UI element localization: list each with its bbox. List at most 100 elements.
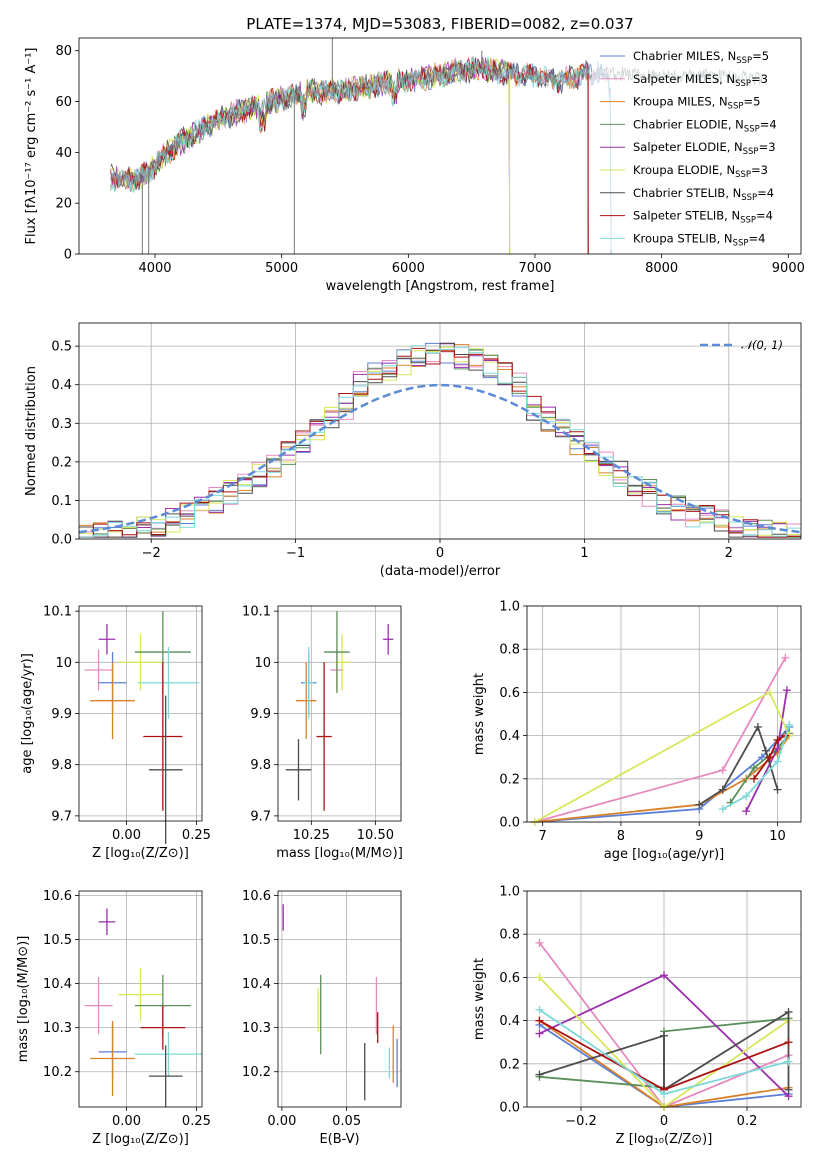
y-tick-label: 10.2 (43, 1065, 72, 1080)
y-tick-label: 0.5 (51, 340, 72, 355)
spectrum-legend: Chabrier MILES, NSSP=5 Salpeter MILES, NS… (592, 44, 797, 250)
weight-vs-age-series (530, 653, 794, 826)
x-axis-label: mass [log₁₀(M/M⊙)] (276, 846, 403, 861)
legend-label: 𝒩(0, 1) (741, 338, 783, 352)
y-tick-label: 9.8 (51, 758, 72, 773)
x-tick-label: 5000 (265, 261, 298, 276)
legend-label: Salpeter MILES, NSSP=3 (633, 72, 768, 89)
y-tick-label: 10.4 (242, 977, 271, 992)
legend-label: Kroupa MILES, NSSP=5 (633, 95, 760, 112)
y-tick-label: 10.5 (43, 933, 72, 948)
mass-vs-Z-points (84, 908, 202, 1107)
spectrum-line (110, 56, 612, 254)
y-axis-label: age [log₁₀(age/yr)] (20, 653, 35, 774)
axes-frame-mass-vs-EBV (277, 890, 402, 1108)
x-axis-label: Z [log₁₀(Z/Z⊙)] (92, 1132, 189, 1147)
y-tick-label: 1.0 (499, 885, 520, 900)
axes-frame-weight-vs-Z (526, 890, 802, 1108)
legend-label: Chabrier MILES, NSSP=5 (633, 49, 769, 66)
mass-vs-EBV-points (282, 904, 398, 1101)
x-tick-label: 4000 (138, 261, 171, 276)
legend-label: Salpeter STELIB, NSSP=4 (633, 209, 773, 226)
x-axis-label: age [log₁₀(age/yr)] (604, 847, 725, 862)
x-axis-label: wavelength [Angstrom, rest frame] (326, 279, 555, 294)
y-tick-label: 0.6 (499, 686, 520, 701)
axes-frame-age-vs-Z (78, 605, 203, 822)
weight-series-line (722, 724, 791, 810)
axes-frame-residual-hist (78, 322, 802, 540)
legend-label: Chabrier STELIB, NSSP=4 (633, 186, 774, 203)
axes-residual-hist: −2 −1 0 1 2 0.0 0.1 0.2 0.3 0.4 0.5 (data-model)/er… (24, 322, 802, 579)
y-tick-label: 0.1 (51, 494, 72, 509)
legend-label: Chabrier ELODIE, NSSP=4 (633, 117, 777, 134)
age-vs-mass-points (285, 611, 394, 811)
x-tick-label: 7000 (518, 261, 551, 276)
x-tick-label: 0.25 (182, 828, 211, 843)
axes-weight-vs-age: 7 8 9 10 0.0 0.2 0.4 0.6 0.8 1.0 age [log₁₀(age/yr… (472, 600, 802, 862)
legend-label: Kroupa STELIB, NSSP=4 (633, 231, 765, 248)
x-tick-label: 2 (725, 546, 733, 561)
x-tick-label: 1 (580, 546, 588, 561)
y-tick-label: 10.6 (242, 889, 271, 904)
y-tick-label: 20 (55, 197, 72, 212)
y-axis-label: Flux [fλ10⁻¹⁷ erg cm⁻² s⁻¹ A⁻¹] (24, 48, 39, 245)
spectrum-line (110, 59, 589, 254)
y-axis-label: mass weight (472, 673, 487, 755)
y-tick-label: 0.4 (499, 1014, 520, 1029)
y-tick-label: 10 (254, 656, 271, 671)
x-tick-label: −1 (286, 546, 305, 561)
age-vs-Z-points (84, 611, 200, 845)
y-tick-label: 10.1 (43, 605, 72, 620)
x-tick-label: 7 (539, 829, 547, 844)
x-tick-label: 0.00 (267, 1114, 296, 1129)
y-tick-label: 10 (55, 656, 72, 671)
x-tick-label: 10.25 (293, 828, 330, 843)
y-tick-label: 10.3 (242, 1021, 271, 1036)
legend-label: Salpeter ELODIE, NSSP=3 (633, 140, 776, 157)
axes-mass-vs-EBV: 0.00 0.05 10.2 10.3 10.4 10.5 10.6 E(B-V) (242, 889, 402, 1147)
y-tick-label: 10.1 (242, 605, 271, 620)
y-axis-label: Normed distribution (24, 366, 39, 496)
legend-label: Kroupa ELODIE, NSSP=3 (633, 163, 768, 180)
x-tick-label: 8000 (645, 261, 678, 276)
axes-frame-mass-vs-Z (78, 890, 203, 1108)
y-tick-label: 40 (55, 146, 72, 161)
y-tick-label: 9.9 (250, 707, 271, 722)
y-tick-label: 10.2 (242, 1065, 271, 1080)
y-tick-label: 0.2 (499, 1057, 520, 1072)
y-tick-label: 1.0 (499, 600, 520, 615)
y-tick-label: 10.3 (43, 1021, 72, 1036)
y-tick-label: 0.0 (51, 533, 72, 548)
y-tick-label: 60 (55, 95, 72, 110)
axes-age-vs-mass: 10.25 10.50 9.7 9.8 9.9 10 10.1 mass [log₁₀(M/M… (242, 605, 403, 861)
axes-frame-weight-vs-age (526, 605, 802, 823)
y-tick-label: 9.7 (250, 809, 271, 824)
x-axis-label: Z [log₁₀(Z/Z⊙)] (92, 846, 189, 861)
spectrum-lines (110, 38, 763, 254)
y-tick-label: 0.0 (499, 1101, 520, 1116)
y-tick-label: 0.0 (499, 816, 520, 831)
y-tick-label: 80 (55, 44, 72, 59)
y-tick-label: 0.3 (51, 417, 72, 432)
weight-series-line (753, 734, 786, 780)
axes-frame-spectrum (78, 37, 802, 255)
x-tick-label: 0.05 (332, 1114, 361, 1129)
x-tick-label: −2 (142, 546, 161, 561)
histogram-steps (78, 342, 802, 538)
y-tick-label: 9.7 (51, 809, 72, 824)
x-tick-label: 0.00 (112, 828, 141, 843)
weight-series-line (698, 724, 779, 806)
weight-series-line (534, 657, 787, 823)
x-tick-label: 0 (436, 546, 444, 561)
axes-spectrum: 4000 5000 6000 7000 8000 9000 0 20 40 60 80 wavelen… (24, 37, 805, 294)
figure-title: PLATE=1374, MJD=53083, FIBERID=0082, z=0… (246, 15, 633, 33)
histogram-series (79, 342, 801, 538)
y-tick-label: 0.4 (51, 378, 72, 393)
axes-mass-vs-Z: 0.00 0.25 10.2 10.3 10.4 10.5 10.6 Z [log₁₀(Z/Z… (16, 889, 211, 1147)
y-axis-label: mass weight (472, 958, 487, 1040)
y-tick-label: 9.9 (51, 707, 72, 722)
x-tick-label: 0.25 (182, 1114, 211, 1129)
x-tick-label: 0.00 (112, 1114, 141, 1129)
x-axis-label: E(B-V) (319, 1132, 359, 1147)
